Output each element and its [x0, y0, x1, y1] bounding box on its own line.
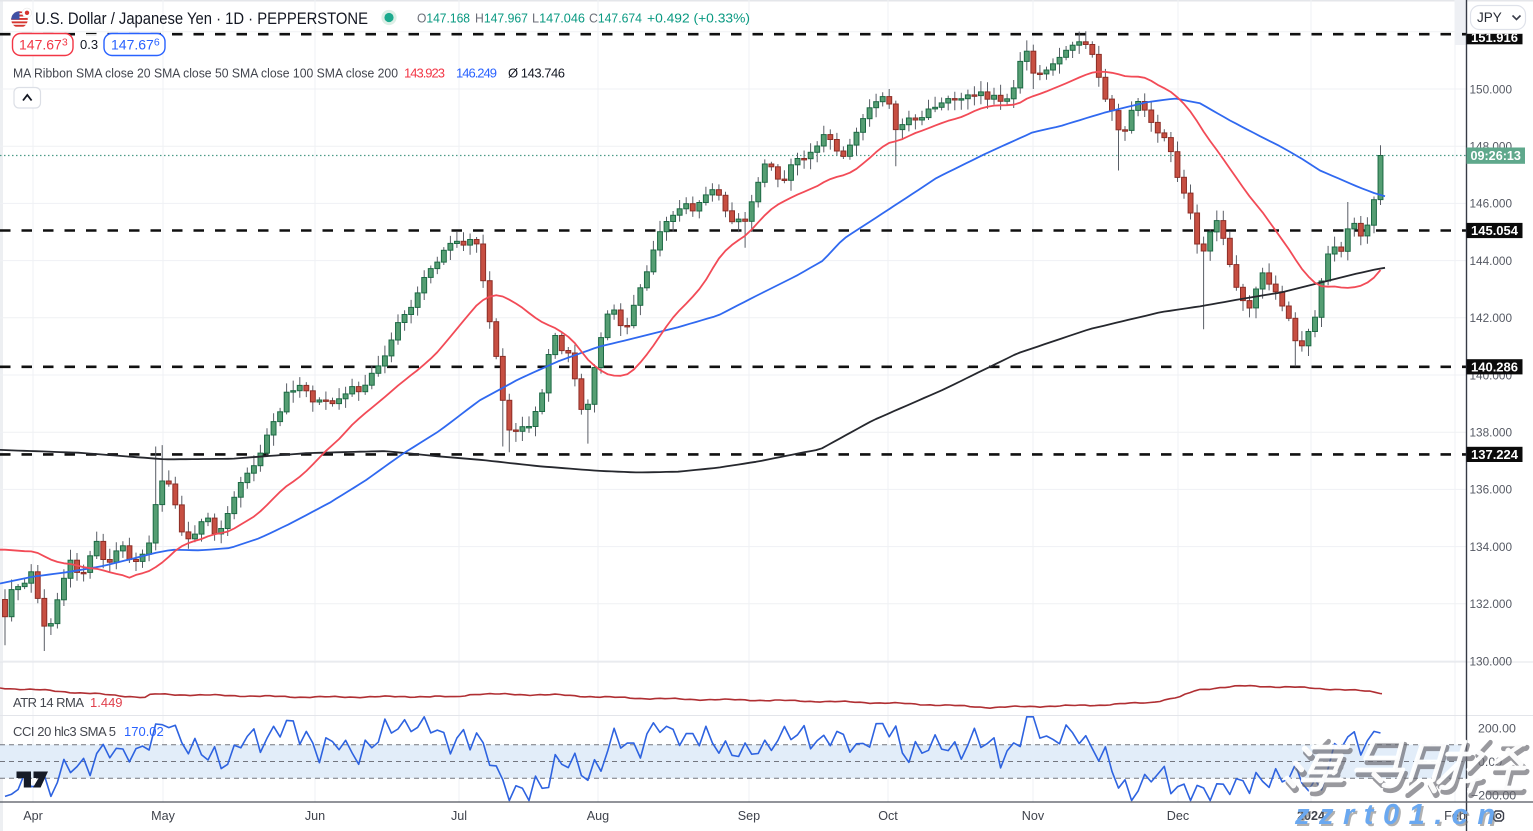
svg-text:MA Ribbon SMA close 20 SMA clo: MA Ribbon SMA close 20 SMA close 50 SMA … — [13, 66, 398, 81]
svg-text:Aug: Aug — [587, 809, 609, 823]
svg-text:O147.168: O147.168 — [417, 11, 470, 26]
svg-text:134.000: 134.000 — [1470, 540, 1513, 554]
svg-text:ATR 14 RMA: ATR 14 RMA — [13, 695, 84, 710]
svg-text:143.923: 143.923 — [404, 66, 445, 81]
svg-text:130.000: 130.000 — [1470, 654, 1513, 668]
svg-text:150.000: 150.000 — [1470, 82, 1513, 96]
svg-text:132.000: 132.000 — [1470, 597, 1513, 611]
svg-text:144.000: 144.000 — [1470, 254, 1513, 268]
svg-text:140.286: 140.286 — [1471, 359, 1518, 374]
svg-text:2024: 2024 — [1297, 809, 1325, 823]
svg-text:145.054: 145.054 — [1471, 223, 1519, 238]
svg-text:Oct: Oct — [878, 809, 898, 823]
svg-text:1.449: 1.449 — [90, 695, 123, 710]
svg-text:Ø 143.746: Ø 143.746 — [508, 66, 565, 81]
svg-text:+0.492 (+0.33%): +0.492 (+0.33%) — [647, 11, 750, 26]
svg-text:H147.967: H147.967 — [475, 11, 528, 26]
svg-text:146.000: 146.000 — [1470, 197, 1513, 211]
svg-text:Jul: Jul — [451, 809, 467, 823]
svg-text:Feb: Feb — [1444, 809, 1466, 823]
svg-text:CCI 20 hlc3 SMA 5: CCI 20 hlc3 SMA 5 — [13, 724, 116, 739]
svg-text:U.S. Dollar / Japanese Yen · 1: U.S. Dollar / Japanese Yen · 1D · PEPPER… — [35, 10, 368, 28]
svg-text:Jun: Jun — [305, 809, 325, 823]
svg-text:142.000: 142.000 — [1470, 311, 1513, 325]
svg-text:L147.046: L147.046 — [532, 11, 585, 26]
svg-text:138.000: 138.000 — [1470, 426, 1513, 440]
svg-text:147.676: 147.676 — [111, 37, 160, 53]
svg-text:200.00: 200.00 — [1478, 721, 1516, 735]
svg-text:zzrt01.cn: zzrt01.cn — [1296, 801, 1507, 831]
svg-text:Sep: Sep — [738, 809, 760, 823]
svg-text:0.3: 0.3 — [80, 37, 98, 52]
svg-text:147.673: 147.673 — [19, 37, 68, 53]
svg-text:09:26:13: 09:26:13 — [1470, 149, 1520, 163]
svg-text:170.02: 170.02 — [124, 724, 164, 739]
svg-text:Nov: Nov — [1022, 809, 1045, 823]
svg-text:zzrt01.cn: zzrt01.cn — [1294, 799, 1505, 831]
svg-text:146.249: 146.249 — [456, 66, 497, 81]
svg-text:May: May — [151, 809, 175, 823]
svg-text:137.224: 137.224 — [1471, 447, 1519, 462]
svg-text:151.916: 151.916 — [1471, 30, 1518, 45]
svg-text:136.000: 136.000 — [1470, 483, 1513, 497]
svg-text:Apr: Apr — [23, 809, 43, 823]
svg-text:C147.674: C147.674 — [589, 11, 642, 26]
svg-text:Dec: Dec — [1167, 809, 1189, 823]
svg-text:JPY: JPY — [1477, 10, 1502, 25]
